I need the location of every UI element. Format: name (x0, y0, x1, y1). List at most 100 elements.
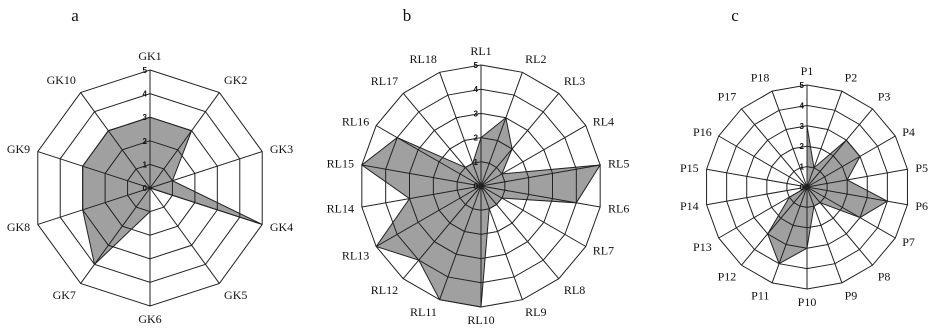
category-label: RL12 (371, 283, 398, 297)
category-label: GK5 (224, 288, 247, 302)
tick-label: 1 (474, 158, 479, 167)
tick-label: 3 (474, 109, 479, 118)
category-label: P14 (680, 199, 699, 213)
category-label: P17 (718, 90, 737, 104)
category-label: P1 (801, 64, 814, 78)
spoke (375, 185, 482, 247)
spoke (806, 186, 843, 284)
category-label: RL10 (467, 313, 494, 327)
tick-label: 1 (800, 163, 805, 172)
tick-label: 5 (474, 61, 479, 70)
spoke (149, 187, 263, 225)
category-label: RL9 (525, 305, 546, 319)
spoke (480, 185, 587, 247)
tick-label: 2 (800, 142, 805, 151)
spoke (806, 108, 873, 188)
tick-label: 4 (143, 90, 148, 99)
spoke (439, 185, 482, 300)
tick-label: 0 (143, 184, 148, 193)
tick-label: 1 (143, 160, 148, 169)
spoke (806, 186, 908, 206)
category-label: P16 (693, 125, 712, 139)
category-label: RL6 (608, 201, 629, 215)
spoke (80, 187, 151, 284)
spoke (480, 185, 560, 280)
category-label: RL14 (327, 201, 354, 215)
spoke (80, 92, 151, 189)
spoke (480, 185, 523, 300)
category-label: P7 (902, 235, 915, 249)
tick-label: 2 (143, 137, 148, 146)
spoke (771, 186, 808, 284)
spoke (361, 185, 482, 208)
category-label: P9 (845, 288, 858, 302)
category-label: RL2 (525, 52, 546, 66)
panel-letter: b (403, 6, 412, 25)
tick-label: 5 (143, 66, 148, 75)
radar-panel-c: c 0 1 2 3 4 5 P1 P2 P3 P4 P5 P6 P7 P8 P9 P10 P11 P12 P13 P14… (680, 6, 928, 309)
tick-label: 2 (474, 134, 479, 143)
category-label: P18 (751, 71, 770, 85)
spoke (806, 90, 843, 188)
spoke (149, 151, 263, 189)
spoke (706, 168, 808, 188)
category-label: GK1 (138, 49, 161, 63)
tick-label: 5 (800, 81, 805, 90)
tick-label: 0 (474, 182, 479, 191)
category-label: RL13 (342, 249, 369, 263)
category-label: RL11 (410, 305, 437, 319)
category-label: P5 (915, 161, 928, 175)
category-label: P6 (915, 199, 928, 213)
category-label: P15 (680, 161, 699, 175)
spoke (480, 164, 601, 187)
spoke (806, 186, 896, 239)
category-label: P4 (902, 125, 915, 139)
spoke (718, 135, 808, 188)
category-label: P12 (718, 269, 737, 283)
category-label: RL16 (342, 115, 369, 129)
spoke (439, 72, 482, 187)
spoke (771, 90, 808, 188)
tick-label: 3 (143, 113, 148, 122)
spoke (806, 135, 896, 188)
category-label: RL15 (327, 157, 354, 171)
tick-label: 0 (800, 183, 805, 192)
spoke (741, 186, 808, 266)
category-label: RL3 (564, 74, 585, 88)
panel-letter: a (71, 6, 79, 25)
spoke (402, 185, 482, 280)
category-label: P3 (878, 90, 891, 104)
spoke (480, 185, 601, 208)
spoke (402, 92, 482, 187)
category-label: GK6 (138, 312, 161, 326)
tick-label: 4 (474, 85, 479, 94)
category-label: RL1 (470, 44, 491, 58)
spoke (37, 151, 151, 189)
category-label: GK3 (270, 142, 293, 156)
panel-letter: c (731, 6, 739, 25)
category-label: GK2 (224, 73, 247, 87)
category-label: P2 (845, 71, 858, 85)
spoke (706, 186, 808, 206)
tick-label: 4 (800, 101, 805, 110)
spoke (149, 92, 220, 189)
spoke (149, 187, 220, 284)
spoke (718, 186, 808, 239)
spoke (480, 72, 523, 187)
spoke (480, 125, 587, 187)
radar-panel-b: b 0 1 2 3 4 5 RL1 RL2 RL3 RL4 RL5 RL6 RL7 RL8 RL9 RL10 RL… (327, 6, 630, 327)
radar-panel-a: a 0 1 2 3 4 5 GK1 GK2 GK3 GK4 GK5 GK6 GK7 GK8 GK9 GK10 (7, 6, 293, 326)
category-label: RL17 (371, 74, 398, 88)
spoke (806, 168, 908, 188)
tick-label: 3 (800, 122, 805, 131)
category-label: GK4 (270, 220, 293, 234)
category-label: RL4 (593, 115, 614, 129)
category-label: GK10 (47, 73, 76, 87)
category-label: RL5 (608, 157, 629, 171)
category-label: P11 (751, 288, 769, 302)
spoke (375, 125, 482, 187)
category-label: P10 (798, 295, 817, 309)
spoke (741, 108, 808, 188)
category-label: RL18 (410, 52, 437, 66)
